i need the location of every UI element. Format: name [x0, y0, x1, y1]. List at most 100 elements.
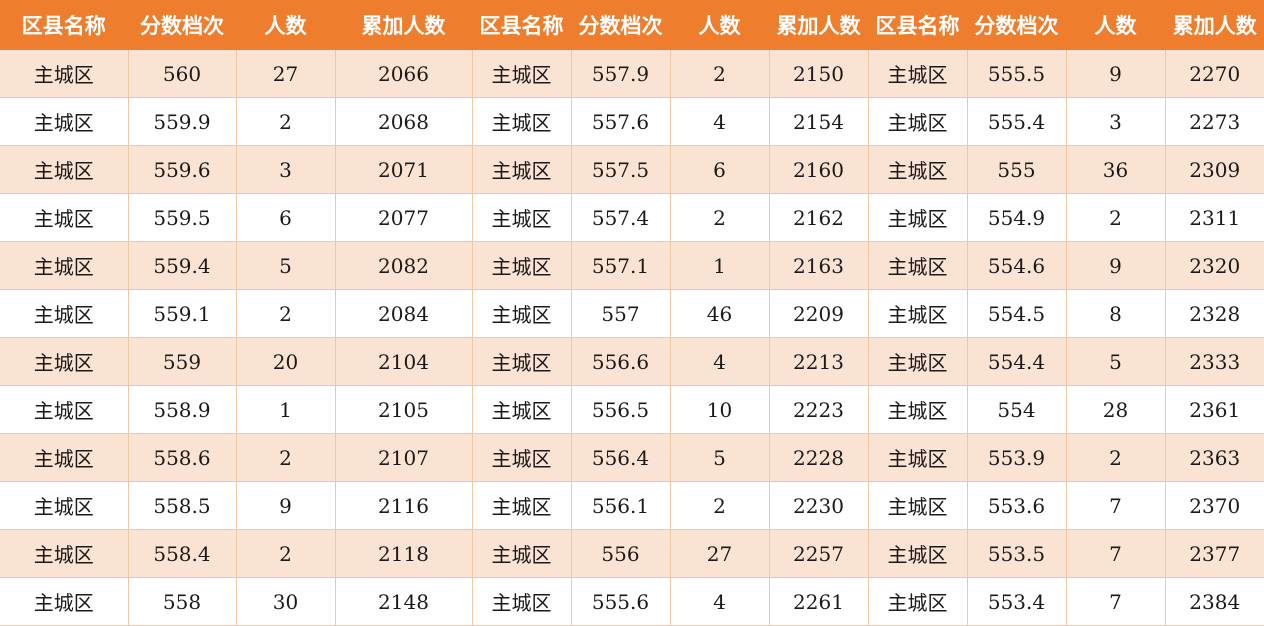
count-cell: 9 [1066, 241, 1166, 290]
count-cell: 28 [1066, 385, 1166, 434]
cumulative-cell: 2257 [769, 529, 869, 578]
score-cell: 556.5 [571, 385, 671, 434]
district-cell: 主城区 [0, 50, 129, 98]
district-cell: 主城区 [472, 577, 572, 626]
district-cell: 主城区 [472, 337, 572, 386]
count-cell: 6 [236, 193, 336, 242]
score-cell: 555.5 [967, 50, 1067, 98]
count-cell: 7 [1066, 481, 1166, 530]
score-cell: 555.4 [967, 97, 1067, 146]
district-cell: 主城区 [0, 385, 129, 434]
count-cell: 2 [670, 481, 770, 530]
count-cell: 5 [236, 241, 336, 290]
count-cell: 1 [236, 385, 336, 434]
cumulative-cell: 2311 [1165, 193, 1264, 242]
cumulative-cell: 2066 [335, 50, 473, 98]
score-cell: 554.9 [967, 193, 1067, 242]
cumulative-cell: 2107 [335, 433, 473, 482]
district-cell: 主城区 [868, 241, 968, 290]
score-cell: 559 [128, 337, 237, 386]
cumulative-cell: 2105 [335, 385, 473, 434]
cumulative-cell: 2230 [769, 481, 869, 530]
district-cell: 主城区 [868, 481, 968, 530]
cumulative-cell: 2213 [769, 337, 869, 386]
table-header: 区县名称 分数档次 人数 累加人数 区县名称 分数档次 人数 累加人数 区县名称… [0, 0, 1264, 50]
count-cell: 30 [236, 577, 336, 626]
score-cell: 558.9 [128, 385, 237, 434]
cumulative-cell: 2118 [335, 529, 473, 578]
score-cell: 557 [571, 289, 671, 338]
cumulative-cell: 2068 [335, 97, 473, 146]
district-cell: 主城区 [472, 50, 572, 98]
score-cell: 553.4 [967, 577, 1067, 626]
cumulative-cell: 2309 [1165, 145, 1264, 194]
district-cell: 主城区 [472, 145, 572, 194]
district-cell: 主城区 [0, 337, 129, 386]
cumulative-cell: 2370 [1165, 481, 1264, 530]
header-count: 人数 [236, 0, 336, 50]
count-cell: 4 [670, 337, 770, 386]
cumulative-cell: 2320 [1165, 241, 1264, 290]
table-row: 主城区 558.4 2 2118 主城区 556 27 2257 主城区 553.5 7 2377 [0, 529, 1264, 578]
score-cell: 557.4 [571, 193, 671, 242]
cumulative-cell: 2077 [335, 193, 473, 242]
district-cell: 主城区 [868, 337, 968, 386]
count-cell: 9 [236, 481, 336, 530]
count-cell: 3 [1066, 97, 1166, 146]
district-cell: 主城区 [472, 385, 572, 434]
cumulative-cell: 2148 [335, 577, 473, 626]
cumulative-cell: 2154 [769, 97, 869, 146]
district-cell: 主城区 [472, 241, 572, 290]
score-cell: 557.6 [571, 97, 671, 146]
score-cell: 554.6 [967, 241, 1067, 290]
district-cell: 主城区 [0, 289, 129, 338]
table-row: 主城区 558.9 1 2105 主城区 556.5 10 2223 主城区 554 28 2361 [0, 385, 1264, 434]
score-cell: 558.4 [128, 529, 237, 578]
table-row: 主城区 559 20 2104 主城区 556.6 4 2213 主城区 554.4 5 2333 [0, 337, 1264, 386]
count-cell: 3 [236, 145, 336, 194]
score-cell: 559.1 [128, 289, 237, 338]
district-cell: 主城区 [0, 241, 129, 290]
score-cell: 559.9 [128, 97, 237, 146]
cumulative-cell: 2082 [335, 241, 473, 290]
header-cumulative: 累加人数 [769, 0, 869, 50]
cumulative-cell: 2328 [1165, 289, 1264, 338]
cumulative-cell: 2163 [769, 241, 869, 290]
table-row: 主城区 558.5 9 2116 主城区 556.1 2 2230 主城区 553.6 7 2370 [0, 481, 1264, 530]
district-cell: 主城区 [868, 145, 968, 194]
district-cell: 主城区 [472, 289, 572, 338]
district-cell: 主城区 [472, 529, 572, 578]
header-score-level: 分数档次 [967, 0, 1067, 50]
cumulative-cell: 2223 [769, 385, 869, 434]
score-cell: 556 [571, 529, 671, 578]
cumulative-cell: 2150 [769, 50, 869, 98]
table-row: 主城区 560 27 2066 主城区 557.9 2 2150 主城区 555.5 9 2270 [0, 50, 1264, 98]
district-cell: 主城区 [868, 289, 968, 338]
count-cell: 9 [1066, 50, 1166, 98]
count-cell: 4 [670, 97, 770, 146]
header-district: 区县名称 [0, 0, 129, 50]
score-cell: 556.1 [571, 481, 671, 530]
cumulative-cell: 2384 [1165, 577, 1264, 626]
score-cell: 557.1 [571, 241, 671, 290]
cumulative-cell: 2363 [1165, 433, 1264, 482]
cumulative-cell: 2361 [1165, 385, 1264, 434]
count-cell: 10 [670, 385, 770, 434]
district-cell: 主城区 [868, 193, 968, 242]
count-cell: 46 [670, 289, 770, 338]
table-row: 主城区 559.6 3 2071 主城区 557.5 6 2160 主城区 555 36 2309 [0, 145, 1264, 194]
count-cell: 7 [1066, 577, 1166, 626]
count-cell: 2 [236, 97, 336, 146]
district-cell: 主城区 [0, 433, 129, 482]
count-cell: 2 [236, 433, 336, 482]
count-cell: 2 [1066, 193, 1166, 242]
score-cell: 559.4 [128, 241, 237, 290]
score-cell: 558.6 [128, 433, 237, 482]
district-cell: 主城区 [868, 433, 968, 482]
header-count: 人数 [1066, 0, 1166, 50]
table-row: 主城区 559.5 6 2077 主城区 557.4 2 2162 主城区 554.9 2 2311 [0, 193, 1264, 242]
cumulative-cell: 2270 [1165, 50, 1264, 98]
score-cell: 553.9 [967, 433, 1067, 482]
score-cell: 559.5 [128, 193, 237, 242]
table-row: 主城区 559.9 2 2068 主城区 557.6 4 2154 主城区 555.4 3 2273 [0, 97, 1264, 146]
